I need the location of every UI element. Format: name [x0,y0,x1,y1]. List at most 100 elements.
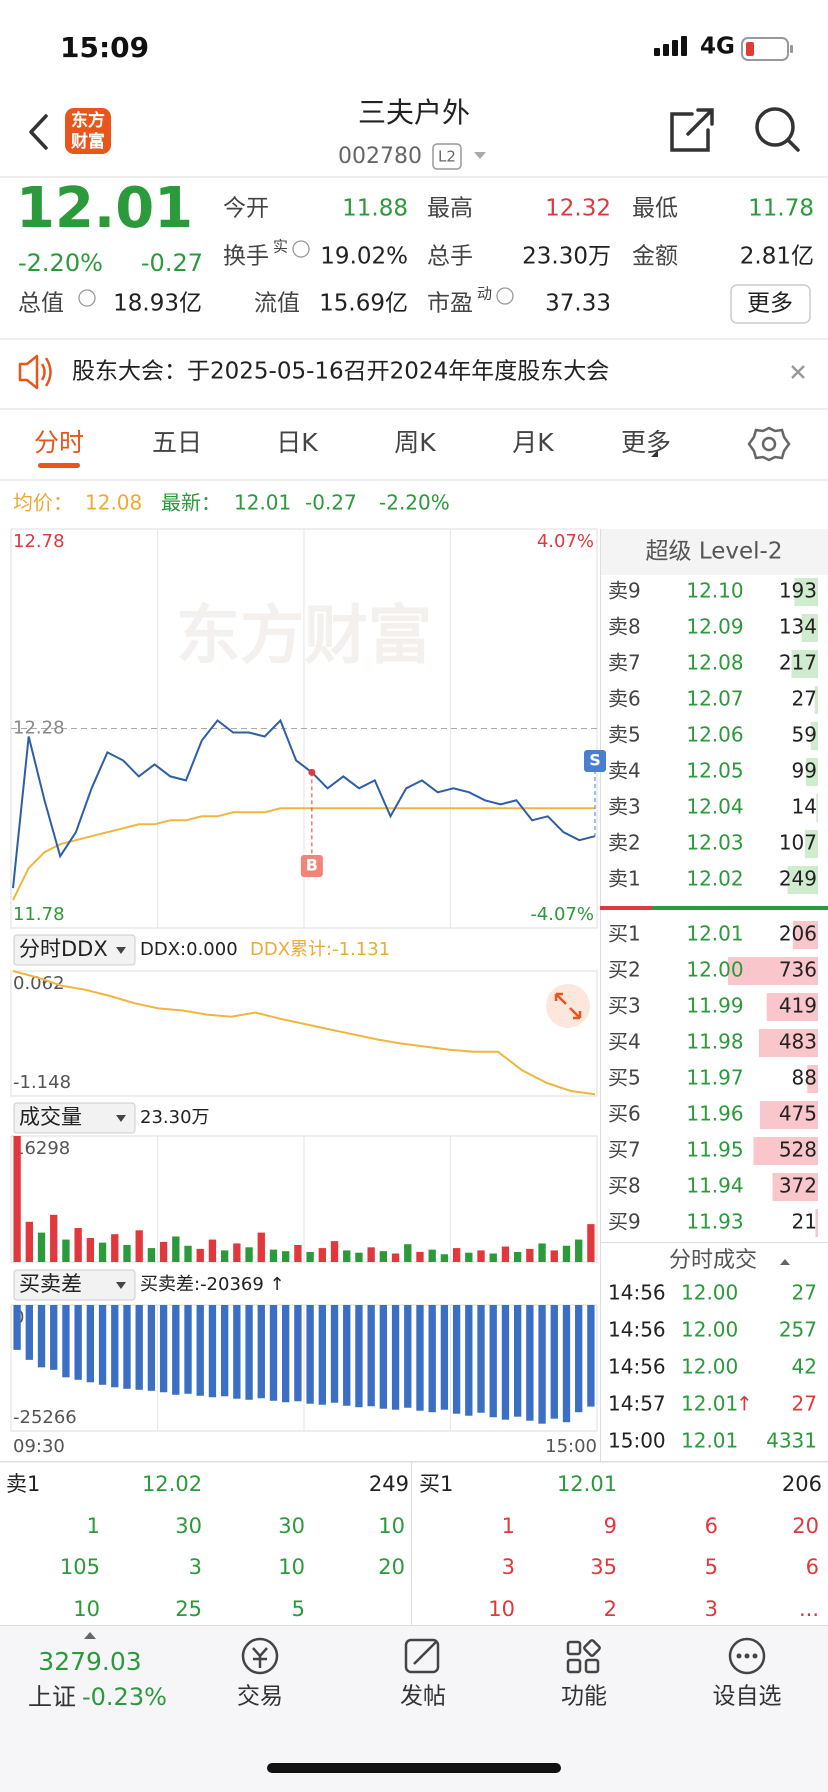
share-button[interactable] [670,108,714,152]
nav-button[interactable]: 设自选 [713,1684,782,1710]
book-price: 12.03 [686,831,743,855]
network-type: 4G [700,34,735,60]
dropdown-arrow [116,947,126,954]
book-price: 12.06 [686,723,743,747]
bar [428,1249,436,1262]
bar [306,1251,314,1262]
search-button[interactable] [755,107,800,152]
indicator-selector-button[interactable]: 分时DDX [19,937,108,961]
sort-arrow[interactable] [780,1259,790,1265]
bar [257,1305,265,1399]
settings-button[interactable] [747,426,791,462]
volume-bar [758,1029,818,1057]
bar [25,1305,33,1360]
field-value: 11.88 [342,196,408,222]
bar [147,1305,156,1391]
volume-bar [816,794,818,822]
book-price: 11.98 [686,1030,743,1054]
queue-volume: 206 [782,1472,822,1496]
book-volume: 483 [779,1030,817,1054]
queue-order: 1 [502,1514,515,1538]
nav-button[interactable]: 功能 [561,1684,607,1710]
y2-tick-label: 4.07% [537,531,594,552]
book-price: 12.10 [686,579,743,603]
bar [575,1239,583,1262]
tab[interactable]: 日K [276,428,318,457]
bar [159,1241,168,1262]
queue-order: 6 [705,1514,718,1538]
close-button[interactable] [791,365,805,379]
tab[interactable]: 五日 [152,428,202,457]
change-value: -0.27 [305,491,357,515]
bar [404,1305,412,1408]
more-button[interactable]: 更多 [747,291,793,317]
book-label: 卖8 [608,615,641,639]
indicator-selector-button[interactable]: 成交量 [19,1105,82,1129]
buy-marker-text: B [306,856,318,875]
bar [282,1251,290,1262]
line-series [12,970,596,1096]
change-value: -0.27 [141,249,203,277]
bar [220,1250,229,1262]
bar [416,1251,424,1262]
field-superscript: 动 [477,285,492,303]
buy-marker-dot [308,768,316,776]
index-name: 上证 [28,1683,76,1711]
bar [550,1250,558,1262]
field-label: 最高 [427,196,473,222]
trade-price: 12.00 [681,1355,738,1379]
queue-order: 10 [378,1514,405,1538]
bar [294,1305,302,1402]
bar [184,1245,192,1262]
more-button[interactable] [730,284,811,324]
volume-bar [766,993,818,1021]
bar [220,1305,229,1397]
queue-label: 买1 [419,1472,453,1496]
expand-button[interactable] [546,984,590,1028]
speaker-icon [18,354,52,390]
tab[interactable]: 分时 [34,428,84,457]
book-label: 买2 [608,958,641,982]
field-label: 最低 [632,196,678,222]
queue-label: 卖1 [6,1472,40,1496]
bar [37,1232,46,1262]
bar [50,1214,58,1262]
bar [13,1136,21,1262]
divider [0,338,828,340]
dropdown-arrow[interactable] [651,450,658,457]
trade-icon[interactable] [241,1637,279,1675]
bar [477,1305,485,1413]
nav-button[interactable]: 交易 [237,1684,283,1710]
logo[interactable] [65,108,111,154]
indicator-selector-button[interactable]: 买卖差 [19,1272,82,1296]
queue-order: 3 [189,1555,202,1579]
book-price: 12.01 [686,922,743,946]
indicator-selector[interactable] [13,934,136,966]
indicator-selector[interactable] [13,1102,136,1134]
trade-price: 12.01 [681,1429,738,1453]
tab[interactable]: 更多 [621,428,671,457]
bar [452,1248,461,1262]
tab[interactable]: 周K [394,428,436,457]
dropdown-arrow[interactable] [474,152,486,159]
expand-arrow[interactable] [84,1632,96,1639]
post-icon[interactable] [404,1638,440,1674]
bar [526,1248,534,1262]
back-button[interactable] [29,114,48,150]
function-icon[interactable] [566,1639,601,1674]
badge [432,143,462,170]
indicator-selector[interactable] [13,1269,136,1301]
watchlist-icon[interactable] [728,1637,766,1675]
field-value: 19.02% [320,244,408,270]
nav-button[interactable]: 发帖 [400,1684,446,1710]
bar [489,1253,497,1262]
y-tick-label: 12.78 [13,531,65,552]
book-price: 11.96 [686,1102,743,1126]
queue-order: 5 [705,1555,718,1579]
y-tick-label: -1.148 [13,1072,71,1093]
book-label: 买3 [608,994,641,1018]
bar [62,1305,70,1378]
tab[interactable]: 月K [512,428,554,457]
indicator-label: 买卖差:-20369 ↑ [140,1274,285,1295]
volume-bar [787,866,818,894]
